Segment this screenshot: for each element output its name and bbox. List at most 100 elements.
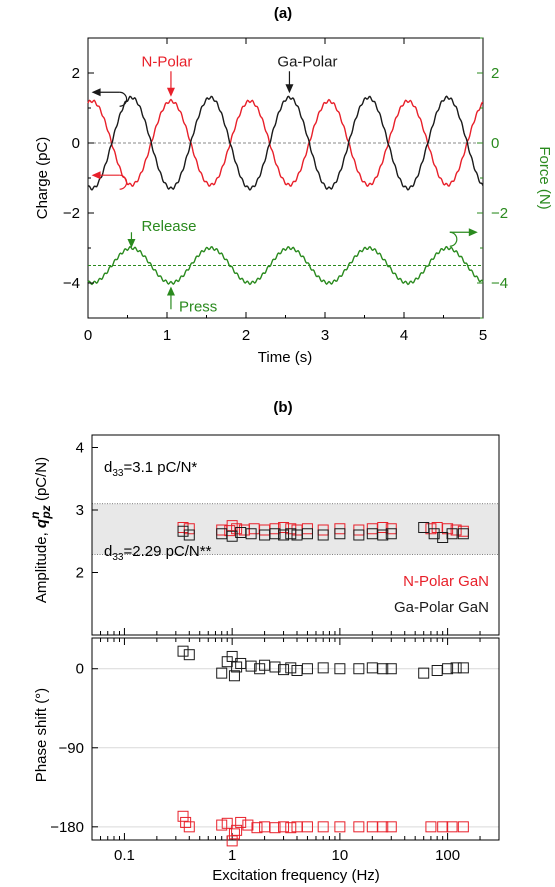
data-point <box>418 667 430 679</box>
data-point <box>285 822 297 834</box>
data-point <box>228 828 240 840</box>
y-tick-label-left: 2 <box>72 65 80 82</box>
y-tick-label-right: −2 <box>491 205 508 222</box>
data-point <box>385 821 397 833</box>
curl <box>119 91 128 107</box>
data-point <box>177 525 189 537</box>
band-upper-value: =3.1 pC/N* <box>123 459 197 476</box>
data-point <box>245 528 257 540</box>
data-point <box>242 819 254 831</box>
x-tick-label: 0 <box>84 327 92 344</box>
legend-ga-polar: Ga-Polar GaN <box>394 599 489 616</box>
data-point <box>450 524 462 536</box>
y-tick-label: 2 <box>76 565 84 582</box>
data-point <box>317 662 329 674</box>
band-lower-label: d33=2.29 pC/N** <box>104 543 212 563</box>
data-point <box>183 649 195 661</box>
data-point <box>269 661 281 673</box>
data-point <box>180 816 192 828</box>
x-tick-label: 1 <box>163 327 171 344</box>
data-point <box>183 523 195 535</box>
data-point <box>457 821 469 833</box>
data-point <box>450 662 462 674</box>
data-point <box>269 822 281 834</box>
data-point <box>177 810 189 822</box>
data-point <box>226 650 238 662</box>
data-point <box>301 528 313 540</box>
annotation-ga-polar: Ga-Polar <box>277 54 337 71</box>
data-point <box>431 664 443 676</box>
y-tick-label: 0 <box>76 661 84 678</box>
data-point <box>278 664 290 676</box>
data-point <box>251 822 263 834</box>
annotation-arrowhead <box>285 84 294 94</box>
panel-a-chart: 0 1 2 3 4 5 2 0 −2 −4 2 0 −2 −4 N-Polar Ga-Polar Releas… <box>63 37 508 344</box>
x-tick-label: 5 <box>479 327 487 344</box>
data-point <box>231 661 243 673</box>
data-point <box>377 821 389 833</box>
data-point <box>301 821 313 833</box>
panel-b-phase-frame <box>91 637 500 841</box>
x-tick-label: 2 <box>242 327 250 344</box>
panel-a-ylabel-right: Force (N) <box>536 146 553 209</box>
curl <box>449 231 458 247</box>
data-point <box>446 821 458 833</box>
y-tick-label-left: 0 <box>72 135 80 152</box>
annotation-arrowhead <box>166 87 175 97</box>
y-tick-label-right: 2 <box>491 65 499 82</box>
annotation-release: Release <box>141 218 196 235</box>
data-point <box>425 821 437 833</box>
data-point <box>216 819 228 831</box>
data-point <box>377 522 389 533</box>
panel-b-amplitude-frame <box>91 434 500 636</box>
series-line-force <box>87 245 484 286</box>
annotation-arrowhead <box>166 286 175 296</box>
data-point <box>183 529 195 541</box>
data-point <box>457 528 469 540</box>
data-point <box>269 528 281 540</box>
data-point <box>291 664 303 676</box>
y-tick-label-left: −2 <box>63 205 80 222</box>
data-point <box>437 532 449 543</box>
data-point <box>226 835 238 847</box>
data-point <box>377 529 389 541</box>
x-tick-label: 1 <box>228 847 236 864</box>
data-point <box>226 530 238 542</box>
panel-b-amplitude-ylabel: Amplitude, qnpz (pC/N) <box>28 457 53 603</box>
annotation-arrowhead <box>127 239 136 248</box>
y-tick-label: 3 <box>76 502 84 519</box>
data-point <box>418 522 430 533</box>
data-point <box>353 529 365 541</box>
data-point <box>228 670 240 682</box>
data-point <box>235 816 247 828</box>
curl <box>119 174 128 190</box>
panel-a-ylabel-left: Charge (pC) <box>34 137 51 220</box>
data-point <box>334 528 346 540</box>
y-tick-label-right: −4 <box>491 275 508 292</box>
x-tick-label: 4 <box>400 327 408 344</box>
y-tick-label: −180 <box>50 819 84 836</box>
data-point <box>221 817 233 829</box>
panel-b-phase-chart: 0.1 1 10 100 0 −90 −180 <box>50 637 500 864</box>
y-tick-label: −90 <box>59 740 84 757</box>
series-line-n-polar <box>87 98 484 188</box>
series-line-ga-polar <box>87 95 484 191</box>
band-upper-label: d33=3.1 pC/N* <box>104 459 197 479</box>
curl-arrowhead <box>91 171 101 180</box>
data-point <box>317 529 329 541</box>
x-tick-label: 0.1 <box>114 847 135 864</box>
data-point <box>353 663 365 675</box>
data-point <box>446 528 458 540</box>
panel-b-amplitude-chart: 4 3 2 d33=3.1 pC/N* d33=2.29 pC/N** N-Pola… <box>76 434 500 636</box>
x-tick-label: 100 <box>435 847 460 864</box>
data-point <box>437 821 449 833</box>
data-point <box>377 663 389 675</box>
data-point <box>177 645 189 657</box>
data-point <box>278 529 290 541</box>
x-tick-label: 10 <box>332 847 349 864</box>
curl-arrowhead <box>468 228 478 237</box>
data-point <box>231 824 243 836</box>
data-point <box>385 528 397 540</box>
annotation-n-polar: N-Polar <box>142 54 193 71</box>
